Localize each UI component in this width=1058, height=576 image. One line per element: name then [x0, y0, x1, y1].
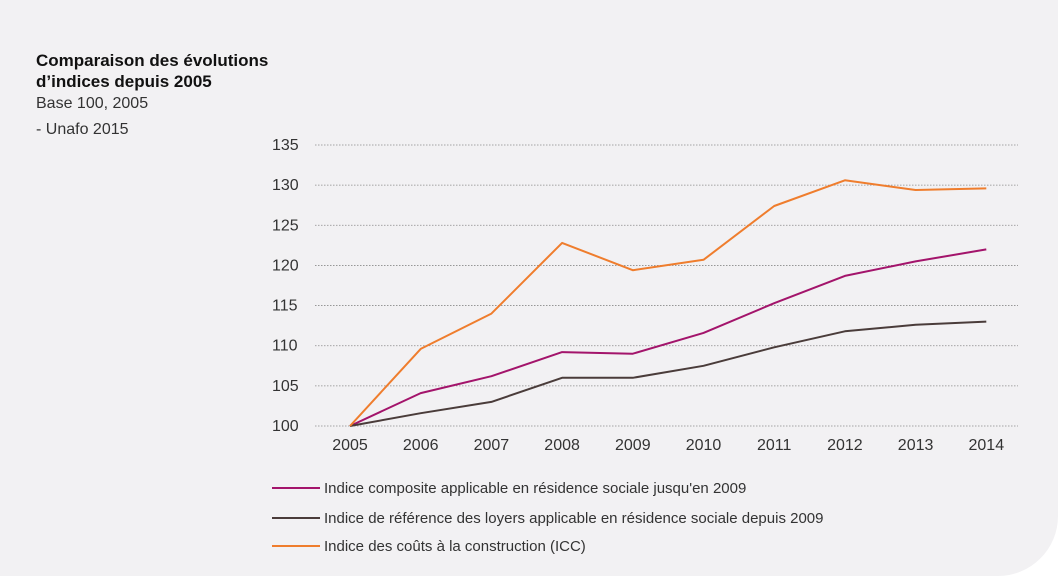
- x-tick-label: 2013: [898, 437, 934, 454]
- x-tick-label: 2008: [544, 437, 580, 454]
- y-tick-label: 100: [272, 418, 299, 435]
- legend-swatch: [272, 517, 320, 519]
- y-tick-label: 125: [272, 217, 299, 234]
- x-tick-label: 2011: [757, 437, 792, 454]
- x-tick-label: 2006: [403, 437, 439, 454]
- legend-swatch: [272, 545, 320, 547]
- legend-item-icc: Indice des coûts à la construction (ICC): [272, 536, 586, 556]
- legend-item-irl: Indice de référence des loyers applicabl…: [272, 508, 824, 528]
- x-tick-label: 2009: [615, 437, 651, 454]
- y-tick-label: 115: [272, 298, 298, 315]
- y-tick-label: 110: [272, 338, 298, 355]
- legend-label: Indice de référence des loyers applicabl…: [324, 510, 824, 527]
- y-tick-label: 135: [272, 137, 299, 154]
- series-line-0: [350, 249, 986, 426]
- x-tick-label: 2012: [827, 437, 863, 454]
- legend-label: Indice composite applicable en résidence…: [324, 480, 746, 497]
- y-tick-label: 105: [272, 378, 299, 395]
- series-line-2: [350, 180, 986, 426]
- legend-label: Indice des coûts à la construction (ICC): [324, 538, 586, 555]
- x-tick-label: 2014: [969, 437, 1005, 454]
- x-tick-label: 2007: [474, 437, 510, 454]
- legend-swatch: [272, 487, 320, 489]
- legend-item-composite: Indice composite applicable en résidence…: [272, 478, 746, 498]
- line-chart: 100 105 110 115 120 125 130 135 2005 2006 2007 2008…: [0, 0, 1058, 470]
- x-tick-label: 2005: [332, 437, 368, 454]
- x-tick-label: 2010: [686, 437, 722, 454]
- y-tick-label: 130: [272, 177, 299, 194]
- y-tick-label: 120: [272, 257, 299, 274]
